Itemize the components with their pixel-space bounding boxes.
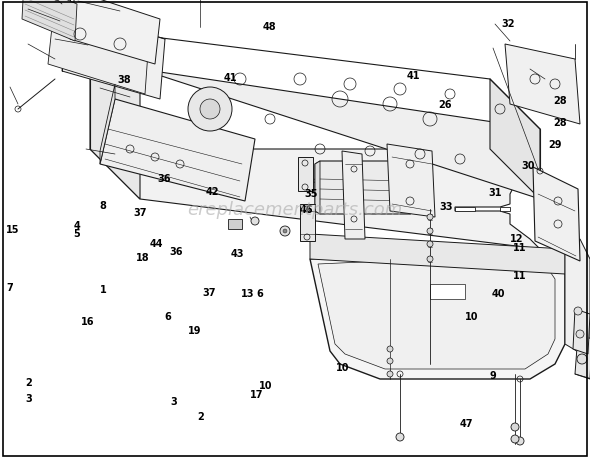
Text: 6: 6 [165, 312, 172, 322]
Text: 48: 48 [262, 22, 276, 32]
Polygon shape [533, 168, 580, 262]
Text: 9: 9 [490, 370, 497, 381]
Text: 17: 17 [250, 389, 263, 399]
Circle shape [516, 437, 524, 445]
Polygon shape [90, 150, 540, 249]
Polygon shape [505, 45, 580, 125]
Circle shape [576, 330, 584, 338]
Polygon shape [318, 254, 555, 369]
Polygon shape [315, 162, 415, 214]
Circle shape [427, 229, 433, 235]
Text: 10: 10 [259, 381, 272, 391]
Polygon shape [410, 162, 415, 214]
Circle shape [280, 226, 290, 236]
Text: 2: 2 [25, 377, 32, 387]
Text: 13: 13 [241, 289, 254, 299]
Text: 31: 31 [489, 188, 502, 198]
Polygon shape [48, 0, 150, 95]
Text: 12: 12 [510, 234, 523, 244]
Circle shape [511, 435, 519, 443]
Text: 44: 44 [150, 238, 163, 248]
Polygon shape [310, 179, 360, 185]
Text: 2: 2 [197, 411, 204, 421]
Polygon shape [387, 145, 435, 218]
Text: 41: 41 [224, 73, 237, 83]
Text: 32: 32 [502, 19, 515, 29]
Circle shape [387, 371, 393, 377]
Polygon shape [430, 285, 465, 299]
Text: 36: 36 [158, 174, 171, 184]
Text: 10: 10 [336, 362, 349, 372]
Text: 30: 30 [522, 160, 535, 170]
Polygon shape [455, 207, 475, 212]
Polygon shape [310, 249, 565, 379]
Text: 3: 3 [171, 397, 178, 407]
Text: 38: 38 [117, 75, 131, 85]
Polygon shape [22, 0, 77, 42]
Polygon shape [300, 205, 315, 241]
Polygon shape [310, 235, 565, 274]
Circle shape [387, 358, 393, 364]
Text: 37: 37 [203, 287, 216, 297]
Text: 5: 5 [73, 228, 80, 238]
Text: 26: 26 [439, 100, 452, 110]
Text: 33: 33 [440, 202, 453, 212]
Circle shape [574, 308, 582, 315]
Polygon shape [500, 207, 510, 212]
Polygon shape [100, 100, 255, 202]
Text: 11: 11 [513, 243, 526, 253]
Text: 46: 46 [300, 204, 313, 214]
Text: 29: 29 [548, 140, 561, 150]
Text: 43: 43 [231, 248, 244, 258]
Text: 15: 15 [6, 224, 19, 235]
Text: 18: 18 [136, 252, 150, 262]
Circle shape [188, 88, 232, 132]
Text: 41: 41 [407, 71, 419, 81]
Polygon shape [62, 10, 165, 100]
Text: 47: 47 [460, 418, 473, 428]
Text: 11: 11 [513, 270, 526, 280]
Polygon shape [342, 151, 365, 240]
Circle shape [427, 257, 433, 263]
Polygon shape [100, 85, 115, 165]
Text: 7: 7 [6, 282, 13, 292]
Polygon shape [140, 70, 540, 200]
Text: ereplacementparts.com: ereplacementparts.com [188, 201, 402, 218]
Text: 42: 42 [206, 187, 219, 197]
Polygon shape [315, 162, 320, 214]
Circle shape [396, 433, 404, 441]
Text: 19: 19 [188, 325, 201, 336]
Text: 6: 6 [256, 289, 263, 299]
Circle shape [200, 100, 220, 120]
Text: 16: 16 [81, 316, 94, 326]
Circle shape [427, 241, 433, 247]
Circle shape [387, 346, 393, 352]
Polygon shape [70, 0, 160, 65]
Circle shape [511, 423, 519, 431]
Polygon shape [228, 219, 242, 230]
Polygon shape [490, 80, 540, 200]
Text: 35: 35 [305, 189, 318, 199]
Circle shape [251, 218, 259, 225]
Text: 28: 28 [553, 118, 568, 128]
Text: 40: 40 [491, 289, 504, 299]
Text: 4: 4 [73, 221, 80, 231]
Text: 28: 28 [553, 96, 568, 106]
Text: 1: 1 [100, 284, 107, 294]
Text: 36: 36 [169, 246, 182, 257]
Polygon shape [298, 157, 313, 191]
Text: 8: 8 [100, 201, 107, 211]
Polygon shape [90, 30, 140, 200]
Text: 3: 3 [25, 393, 32, 403]
Polygon shape [565, 240, 590, 359]
Circle shape [427, 214, 433, 220]
Circle shape [577, 354, 587, 364]
Circle shape [283, 230, 287, 234]
Text: 10: 10 [466, 312, 478, 322]
Polygon shape [575, 334, 590, 379]
Text: 37: 37 [134, 208, 147, 218]
Polygon shape [573, 309, 590, 354]
